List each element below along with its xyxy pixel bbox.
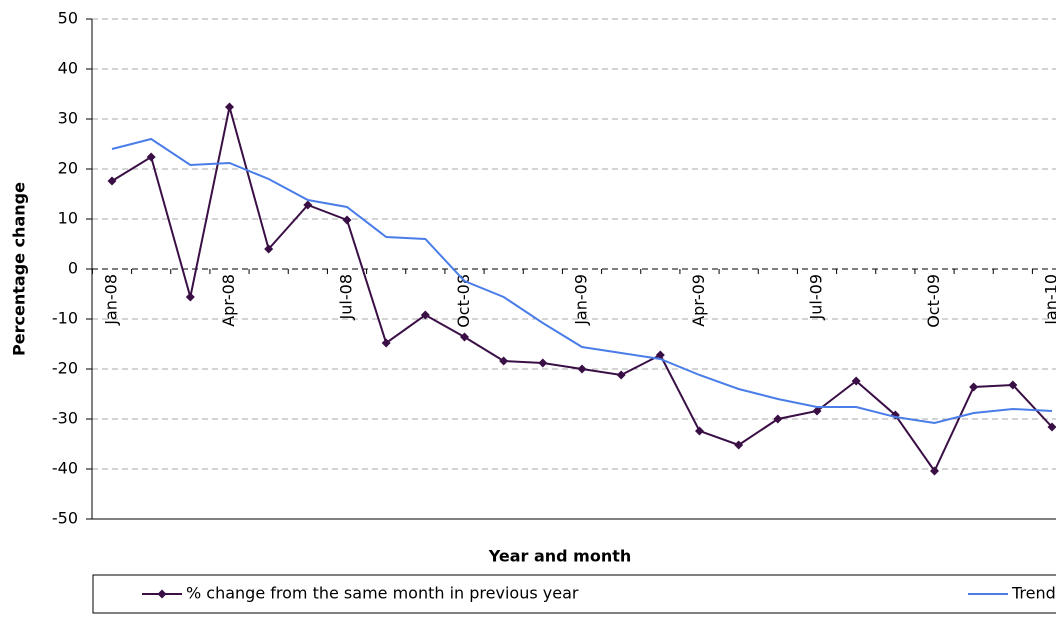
data-point bbox=[146, 152, 156, 162]
data-point bbox=[107, 176, 117, 186]
x-tick-label: Apr-09 bbox=[689, 274, 708, 327]
data-point bbox=[1008, 380, 1018, 390]
data-point bbox=[225, 102, 234, 112]
data-point bbox=[812, 406, 822, 416]
y-tick-label: -40 bbox=[52, 459, 78, 478]
series-line bbox=[111, 137, 1053, 425]
y-tick-label: -50 bbox=[52, 509, 78, 528]
data-point bbox=[773, 414, 783, 424]
data-point bbox=[1047, 422, 1056, 432]
legend-box bbox=[92, 574, 1056, 614]
y-tick-label: 30 bbox=[58, 109, 78, 128]
data-point bbox=[616, 370, 626, 380]
data-point bbox=[734, 440, 744, 450]
x-tick-label: Apr-08 bbox=[219, 274, 238, 327]
data-point bbox=[577, 364, 587, 374]
x-tick-label: Oct-09 bbox=[924, 274, 943, 328]
y-tick-label: 20 bbox=[58, 159, 78, 178]
legend-label: % change from the same month in previous… bbox=[186, 584, 579, 603]
y-tick-label: 40 bbox=[58, 59, 78, 78]
y-tick-label: -30 bbox=[52, 409, 78, 428]
data-point bbox=[930, 466, 939, 476]
data-point bbox=[538, 358, 548, 368]
data-point bbox=[851, 376, 861, 386]
data-point bbox=[303, 200, 313, 210]
data-point bbox=[695, 426, 704, 436]
y-tick-label: 10 bbox=[58, 209, 78, 228]
x-tick-label: Jul-08 bbox=[337, 274, 356, 320]
y-tick-label: 0 bbox=[68, 259, 78, 278]
x-tick-label: Jul-09 bbox=[807, 274, 826, 320]
y-tick-label: 50 bbox=[58, 9, 78, 28]
data-point bbox=[381, 338, 391, 348]
y-tick-label: -10 bbox=[52, 309, 78, 328]
x-tick-label: Jan-08 bbox=[102, 274, 121, 326]
x-tick-label: Oct-08 bbox=[454, 274, 473, 328]
y-tick-label: -20 bbox=[52, 359, 78, 378]
data-point bbox=[499, 356, 509, 366]
data-point bbox=[264, 244, 274, 254]
data-point bbox=[969, 382, 979, 392]
legend-label: Trend line* bbox=[1011, 584, 1056, 603]
data-point bbox=[420, 310, 430, 320]
data-point bbox=[185, 292, 195, 302]
x-tick-label: Jan-09 bbox=[572, 274, 591, 326]
x-tick-label: Jan-10 bbox=[1042, 274, 1056, 326]
data-point bbox=[655, 350, 665, 360]
x-axis-title: Year and month bbox=[488, 547, 632, 566]
y-axis-title: Percentage change bbox=[10, 182, 29, 356]
data-point bbox=[342, 215, 352, 225]
legend-marker bbox=[157, 589, 167, 599]
data-point bbox=[460, 332, 469, 342]
